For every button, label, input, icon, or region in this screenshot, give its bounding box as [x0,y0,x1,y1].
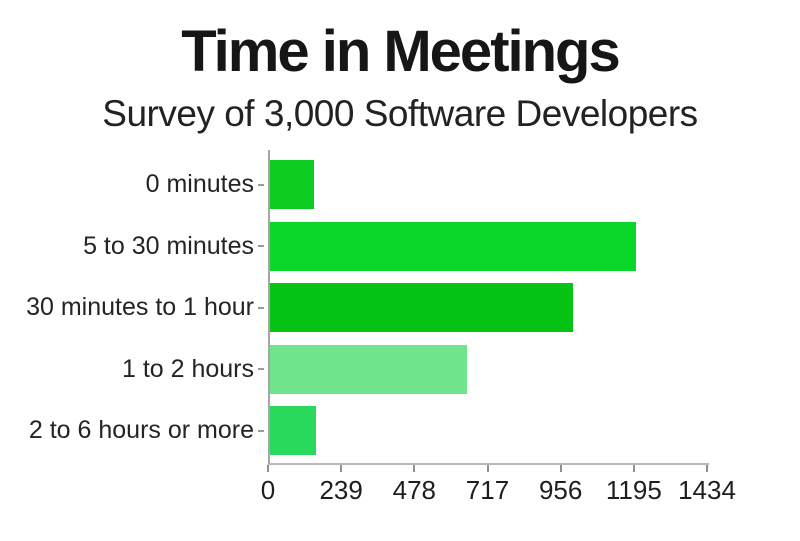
y-tick-mark [258,306,264,309]
y-tick-mark [258,368,264,370]
x-tick-mark [486,465,489,472]
ylabel-row: 1 to 2 hours [0,345,264,394]
category-label: 0 minutes [145,170,254,198]
y-tick-mark [258,245,264,247]
x-tick-mark [413,465,416,472]
plot-area [268,150,709,465]
chart-subtitle: Survey of 3,000 Software Developers [102,93,698,134]
bar [270,406,316,455]
x-tick-label: 239 [319,475,363,505]
x-tick-label: 1434 [678,475,736,505]
ylabel-row: 30 minutes to 1 hour [0,283,264,332]
bar [270,344,468,394]
category-label: 30 minutes to 1 hour [26,293,254,321]
chart-title: Time in Meetings [181,19,620,84]
x-tick-mark [267,465,269,472]
x-tick-mark [340,465,343,472]
x-tick-label: 1195 [605,475,662,505]
x-tick-label: 956 [538,475,583,505]
category-label: 2 to 6 hours or more [28,416,254,444]
y-tick-mark [258,429,264,432]
x-axis: 0 239 478 717 956 1195 1434 [261,465,736,520]
category-label: 5 to 30 minutes [83,231,254,260]
bar [270,221,636,271]
y-tick-mark [258,183,264,186]
bar [270,283,574,332]
x-tick-mark [706,465,708,472]
category-label: 1 to 2 hours [121,354,254,383]
ylabel-row: 5 to 30 minutes [0,222,264,271]
bar [270,160,315,209]
x-tick-mark [559,465,562,472]
ylabel-row: 2 to 6 hours or more [0,406,264,455]
x-tick-mark [632,465,635,472]
x-tick-label: 0 [260,475,276,505]
x-tick-label: 717 [465,475,510,505]
ylabel-row: 0 minutes [0,160,264,209]
x-tick-label: 478 [392,475,437,505]
